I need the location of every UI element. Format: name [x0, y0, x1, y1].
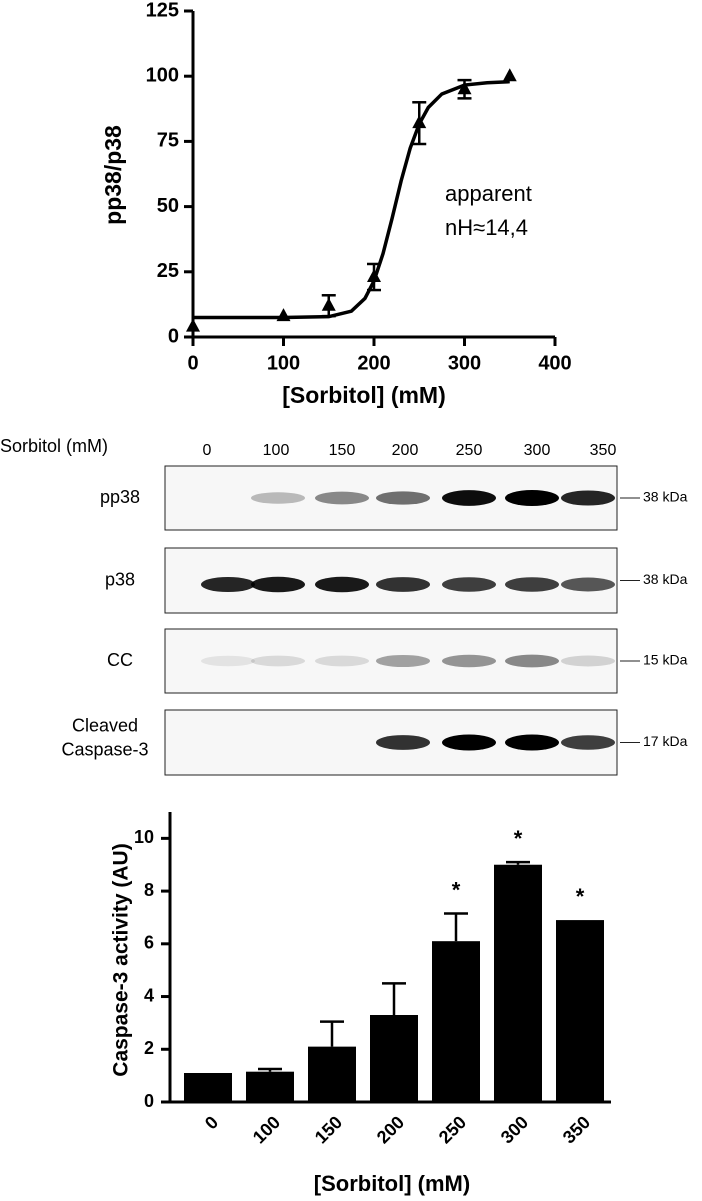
blot-band — [376, 735, 430, 750]
blot-band — [201, 655, 255, 667]
y-axis-label: pp38/p38 — [100, 125, 126, 225]
bar — [432, 941, 480, 1102]
y-tick-label: 0 — [168, 325, 179, 347]
blot-band — [251, 492, 305, 504]
blot-band — [315, 491, 369, 505]
x-tick-label: 150 — [311, 1112, 346, 1147]
marker — [321, 297, 336, 311]
blot-band — [505, 734, 559, 751]
x-axis-label: [Sorbitol] (mM) — [282, 382, 446, 408]
annotation: apparent — [445, 181, 532, 206]
row-label: Cleaved — [72, 715, 138, 735]
error-bar — [444, 912, 468, 942]
lane-label: 350 — [590, 442, 617, 459]
blot-band — [505, 654, 559, 668]
x-tick-label: 200 — [357, 352, 390, 374]
blot-band — [442, 577, 496, 592]
row-label: Caspase-3 — [61, 739, 148, 759]
lane-label: 200 — [392, 442, 419, 459]
y-tick-label: 2 — [144, 1038, 154, 1058]
blot-band — [442, 734, 496, 751]
error-bar — [506, 860, 530, 865]
marker — [412, 115, 427, 129]
blot-band — [376, 654, 430, 668]
lane-label: 250 — [456, 442, 483, 459]
x-tick-label: 300 — [497, 1112, 532, 1147]
bar — [494, 864, 542, 1102]
blot-band — [561, 655, 615, 667]
significance-mark: * — [514, 826, 523, 851]
blot-band — [376, 491, 430, 505]
y-tick-label: 25 — [157, 260, 179, 282]
annotation: nH≈14,4 — [445, 215, 528, 240]
blot-band — [561, 490, 615, 506]
size-label: 38 kDa — [643, 489, 688, 505]
blot-band — [505, 490, 559, 506]
marker — [367, 269, 381, 283]
lane-label: 300 — [524, 442, 551, 459]
blot-band — [376, 577, 430, 592]
lane-label: 0 — [203, 442, 212, 459]
bar — [556, 920, 604, 1102]
y-tick-label: 125 — [146, 0, 179, 21]
x-tick-label: 300 — [448, 352, 481, 374]
fit-curve — [193, 79, 510, 320]
lane-label: 100 — [263, 442, 290, 459]
blot-title: Sorbitol (mM) — [0, 436, 108, 456]
blot-band — [561, 577, 615, 592]
size-label: 38 kDa — [643, 571, 688, 587]
blot-band — [442, 654, 496, 668]
x-tick-label: 250 — [435, 1112, 470, 1147]
blot-band — [315, 655, 369, 667]
blot-band — [251, 655, 305, 667]
y-tick-label: 8 — [144, 880, 154, 900]
size-label: 17 kDa — [643, 733, 688, 749]
error-bar — [382, 982, 406, 1015]
bar — [246, 1071, 294, 1102]
y-tick-label: 10 — [134, 827, 154, 847]
marker — [276, 308, 291, 322]
bar — [308, 1046, 356, 1102]
error-bar — [258, 1067, 282, 1072]
y-tick-label: 6 — [144, 933, 154, 953]
x-tick-label: 0 — [187, 352, 198, 374]
row-label: CC — [107, 650, 133, 670]
y-tick-label: 0 — [144, 1091, 154, 1111]
marker — [502, 68, 517, 82]
lane-label: 150 — [329, 442, 356, 459]
y-tick-label: 100 — [146, 64, 179, 86]
x-tick-label: 100 — [267, 352, 300, 374]
bar — [370, 1015, 418, 1102]
x-tick-label: 350 — [559, 1112, 594, 1147]
x-axis-label: [Sorbitol] (mM) — [314, 1171, 470, 1196]
blot-band — [442, 490, 496, 506]
x-tick-label: 200 — [373, 1112, 408, 1147]
significance-mark: * — [452, 877, 461, 902]
x-tick-label: 0 — [201, 1112, 222, 1133]
blot-band — [251, 576, 305, 593]
blot-band — [201, 576, 255, 593]
blot-band — [505, 577, 559, 592]
row-label: pp38 — [100, 487, 140, 507]
blot-band — [315, 576, 369, 593]
y-tick-label: 75 — [157, 130, 179, 152]
y-tick-label: 50 — [157, 195, 179, 217]
bar — [184, 1073, 232, 1102]
x-tick-label: 400 — [538, 352, 571, 374]
significance-mark: * — [576, 884, 585, 909]
y-tick-label: 4 — [144, 985, 154, 1005]
marker — [457, 81, 472, 95]
x-tick-label: 100 — [249, 1112, 284, 1147]
size-label: 15 kDa — [643, 652, 688, 668]
y-axis-label: Caspase-3 activity (AU) — [110, 843, 133, 1076]
marker — [186, 318, 200, 332]
error-bar — [320, 1020, 344, 1047]
row-label: p38 — [105, 569, 135, 589]
blot-frame — [164, 628, 618, 694]
blot-band — [561, 735, 615, 750]
